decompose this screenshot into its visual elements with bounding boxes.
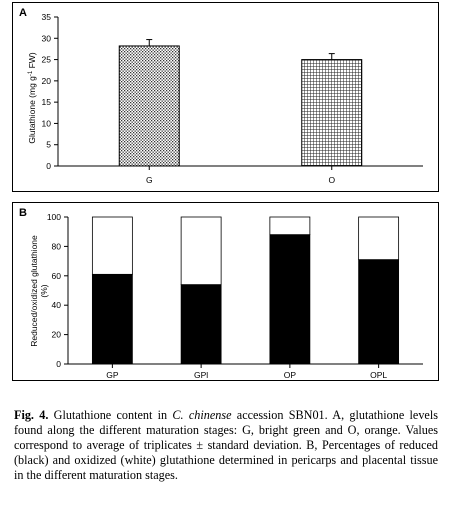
oxidized-bar-OPL [358,216,400,261]
bar-O [301,59,363,167]
panel-a: A Glutathione (mg g-1 FW) 0 5 10 15 20 25 30 35… [12,2,439,192]
panel-b-label: B [19,207,27,219]
y-axis-label-line2: (%) [39,284,49,297]
y-tick-label: 0 [56,359,61,369]
oxidized-bar-GPl [180,216,222,286]
figure-caption: Fig. 4. Glutathione content in C. chinen… [14,408,438,483]
y-tick-label: 25 [42,55,52,65]
species-name: C. chinense [172,408,232,422]
x-tick-label-OPL: OPL [370,370,387,380]
x-tick-label-O: O [328,175,335,185]
panel-a-label: A [19,7,27,19]
bar-G [118,45,180,167]
y-tick-label: 20 [42,76,52,86]
x-tick-label-GPl: GPl [194,370,208,380]
y-tick-label: 100 [47,212,61,222]
reduced-bar-GPl [180,284,222,365]
x-tick-label-GP: GP [106,370,119,380]
y-axis-label: Glutathione (mg g-1 FW) [27,52,37,143]
reduced-bar-GP [91,273,133,365]
y-tick-label: 40 [52,300,62,310]
y-tick-label: 0 [46,161,51,171]
reduced-bar-OP [269,234,311,365]
x-tick-label-OP: OP [284,370,297,380]
oxidized-bar-OP [269,216,311,236]
caption-text-1: Glutathione content in [48,408,173,422]
glutathione-bar-chart: Glutathione (mg g-1 FW) 0 5 10 15 20 25 30 35 G O [27,12,423,185]
y-tick-label: 35 [42,12,52,22]
oxidized-bar-GP [91,216,133,275]
y-axis-label-line1: Reduced/oxidized glutathione [29,235,39,347]
y-tick-label: 5 [46,140,51,150]
panel-b: B Reduced/oxidized glutathione (%) 0 20 40… [12,202,439,381]
y-tick-label: 60 [52,271,62,281]
caption-text-2: accession SBN01. A, glutathione levels f… [14,408,438,482]
reduced-bar-OPL [358,259,400,365]
reduced-oxidized-stacked-bar-chart: Reduced/oxidized glutathione (%) 0 20 40 60… [29,212,423,380]
y-tick-label: 30 [42,33,52,43]
x-tick-label-G: G [146,175,153,185]
y-tick-label: 80 [52,241,62,251]
y-tick-label: 15 [42,97,52,107]
y-tick-label: 10 [42,118,52,128]
figure-number: Fig. 4. [14,408,49,422]
y-tick-label: 20 [52,330,62,340]
